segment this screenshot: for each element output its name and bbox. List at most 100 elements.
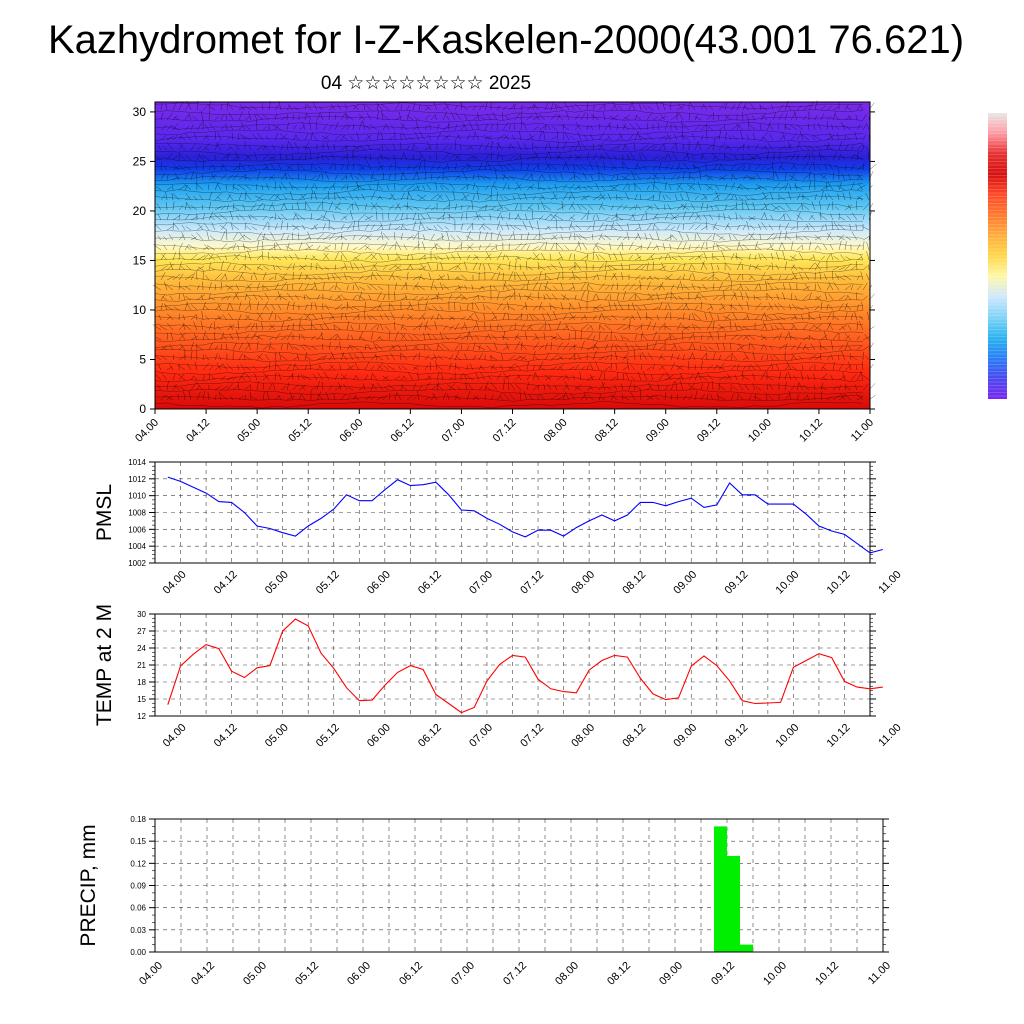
heatmap-x-tick-label: 04.12 [184,417,212,445]
heatmap-x-tick-label: 09.12 [695,417,723,445]
heatmap-x-tick-label: 07.12 [491,417,519,445]
temp-x-tick-label: 04.12 [212,722,240,750]
precip-x-tick-label: 05.00 [241,960,269,988]
heatmap-y-tick-label: 20 [133,204,147,218]
heatmap-x-tick-label: 08.00 [542,417,570,445]
pmsl-x-tick-label: 11.00 [876,569,903,596]
precip-x-tick-label: 07.12 [501,960,529,988]
precip-x-tick-label: 07.00 [449,960,477,988]
precip-y-tick-label: 0.15 [130,837,146,846]
pmsl-x-tick-label: 07.00 [467,569,495,597]
precip-x-tick-label: 06.12 [397,960,425,988]
pmsl-x-tick-label: 06.12 [416,569,444,597]
pmsl-y-tick-label: 1008 [128,509,146,518]
temp-y-tick-label: 21 [137,661,146,670]
pmsl-grid [154,461,871,564]
precip-y-tick-label: 0.12 [130,859,146,868]
heatmap-x-tick-label: 11.00 [849,417,876,444]
colorbar [988,113,1007,399]
precip-bar [727,855,740,952]
precip-x-tick-label: 04.12 [189,960,217,988]
temp-x-tick-label: 05.00 [263,722,291,750]
heatmap-x-tick-label: 08.12 [593,417,621,445]
pmsl-x-tick-label: 05.00 [263,569,291,597]
temp-x-tick-label: 06.12 [416,722,444,750]
colorbar-levels [988,115,1007,397]
wind-barbs [152,100,877,401]
temp-grid [154,613,871,717]
heatmap-y-tick-label: 25 [133,154,147,168]
temp-y-tick-label: 18 [137,678,146,687]
temp-y-tick-label: 24 [137,644,146,653]
precip-grid [154,818,884,953]
heatmap-y-tick-label: 15 [133,253,147,267]
temp-series-line [167,618,883,714]
pmsl-x-tick-label: 09.12 [722,569,750,597]
pmsl-series-line [167,476,883,554]
temp-x-tick-label: 09.00 [671,722,699,750]
pmsl-x-tick-label: 04.12 [212,569,240,597]
temp-y-label: TEMP at 2 M [93,604,116,726]
pmsl-x-tick-label: 10.12 [825,569,853,597]
heatmap-x-tick-label: 04.00 [133,417,161,445]
temp-x-tick-label: 10.00 [774,722,802,750]
pmsl-y-tick-label: 1006 [128,525,146,534]
temp-x-tick-label: 08.12 [620,722,648,750]
page-title: Kazhydromet for I-Z-Kaskelen-2000(43.001… [47,18,965,62]
precip-x-tick-label: 08.12 [605,960,633,988]
heatmap-y-tick-label: 10 [133,303,147,317]
precip-y-tick-label: 0.00 [130,948,146,957]
pmsl-y-tick-label: 1010 [128,492,146,501]
precip-x-tick-label: 04.00 [137,960,165,988]
temp-x-tick-label: 06.00 [365,722,393,750]
temp-x-tick-label: 11.00 [876,722,903,749]
heatmap-x-tick-label: 10.00 [746,417,774,445]
pmsl-y-tick-label: 1004 [128,542,146,551]
pmsl-x-tick-label: 07.12 [518,569,546,597]
heatmap-y-tick-label: 30 [133,105,147,119]
heatmap-x-tick-label: 10.12 [797,417,825,445]
pmsl-x-tick-label: 04.00 [161,569,189,597]
precip-x-tick-label: 10.12 [813,960,841,988]
pmsl-x-tick-label: 10.00 [774,569,802,597]
heatmap-x-tick-label: 05.12 [286,417,314,445]
heatmap-x-tick-label: 05.00 [235,417,263,445]
pmsl-x-tick-label: 09.00 [671,569,699,597]
precip-x-tick-label: 06.00 [345,960,373,988]
page-subtitle: 04 ☆☆☆☆☆☆☆☆ 2025 [320,73,532,94]
temp-y-tick-label: 27 [137,627,146,636]
temp-x-tick-label: 04.00 [161,722,189,750]
pmsl-y-label: PMSL [93,484,116,541]
precip-y-tick-label: 0.03 [130,926,146,935]
precip-x-tick-label: 09.00 [657,960,685,988]
precip-x-tick-label: 08.00 [553,960,581,988]
heatmap-field [155,102,870,409]
pmsl-y-tick-label: 1012 [128,475,146,484]
heatmap-y-tick-label: 0 [139,402,146,416]
precip-x-tick-label: 11.00 [866,960,893,987]
pmsl-x-tick-label: 08.12 [620,569,648,597]
precip-x-tick-label: 09.12 [709,960,737,988]
temp-x-tick-label: 09.12 [722,722,750,750]
precip-y-tick-label: 0.06 [130,904,146,913]
precip-bar [714,826,727,952]
precip-x-tick-label: 05.12 [293,960,321,988]
temp-y-tick-label: 30 [137,610,146,619]
precip-y-tick-label: 0.18 [130,815,146,824]
heatmap-x-tick-label: 07.00 [440,417,468,445]
temp-x-tick-label: 07.00 [467,722,495,750]
temp-y-tick-label: 15 [137,695,146,704]
precip-x-tick-label: 10.00 [761,960,789,988]
heatmap-x-tick-label: 06.00 [337,417,365,445]
pmsl-x-tick-label: 06.00 [365,569,393,597]
temp-x-tick-label: 08.00 [569,722,597,750]
heatmap-x-tick-label: 09.00 [644,417,672,445]
heatmap-y-tick-label: 5 [139,352,146,366]
pmsl-x-tick-label: 05.12 [314,569,342,597]
temp-x-tick-label: 05.12 [314,722,342,750]
pmsl-y-tick-label: 1014 [128,458,146,467]
heatmap-x-tick-label: 06.12 [389,417,417,445]
precip-bar [740,944,753,952]
precip-y-tick-label: 0.09 [130,882,146,891]
